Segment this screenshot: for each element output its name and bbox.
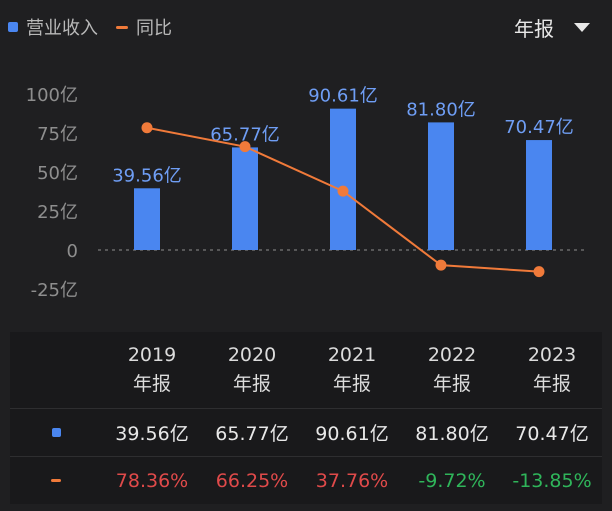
- header-year: 2022: [427, 344, 477, 366]
- bar-2019: [134, 188, 160, 250]
- y-tick-label: 50亿: [37, 163, 78, 184]
- y-tick-label: 75亿: [37, 124, 78, 145]
- header-year: 2021: [327, 344, 377, 366]
- yoy-cell: -9.72%: [418, 469, 486, 492]
- revenue-swatch-icon: [51, 428, 61, 437]
- header-year: 2020: [227, 344, 277, 366]
- yoy-point-2022: [435, 259, 447, 271]
- table-row-revenue: 39.56亿 65.77亿 90.61亿 81.80亿 70.47亿: [10, 409, 602, 457]
- yoy-cell: 78.36%: [115, 469, 189, 492]
- legend-yoy[interactable]: 同比: [116, 14, 172, 40]
- legend-bar-swatch: [8, 22, 18, 32]
- period-dropdown-value: 年报: [514, 16, 554, 41]
- header-period: 年报: [332, 373, 371, 395]
- y-tick-label: -25亿: [31, 280, 78, 301]
- legend-line-swatch: [116, 25, 128, 29]
- revenue-cell: 39.56亿: [115, 423, 189, 445]
- revenue-key-cell: [10, 428, 102, 437]
- yoy-swatch-icon: [51, 479, 61, 482]
- revenue-cell: 81.80亿: [415, 423, 489, 445]
- bar-2021: [330, 108, 356, 250]
- data-table: 2019 年报 2020 年报 2021 年报 2022 年报 2023 年报 39.56…: [10, 332, 602, 504]
- legend-revenue[interactable]: 营业收入: [8, 14, 98, 40]
- table-header-2020: 2020 年报: [202, 341, 302, 399]
- table-header-2023: 2023 年报: [502, 341, 602, 399]
- revenue-chart: 100亿 75亿 50亿 25亿 0 -25亿 39.56亿 65.77亿 90.61亿 81.8…: [26, 85, 588, 301]
- yoy-cell: 66.25%: [215, 469, 289, 492]
- table-header-2019: 2019 年报: [102, 341, 202, 399]
- yoy-cell: 37.76%: [315, 469, 389, 492]
- yoy-point-2021: [337, 185, 349, 197]
- yoy-key-cell: [10, 479, 102, 482]
- yoy-cell: -13.85%: [512, 469, 592, 492]
- y-tick-label: 0: [67, 241, 78, 262]
- yoy-point-2020: [239, 141, 251, 153]
- bar-2020: [232, 147, 258, 250]
- bar-2022: [428, 122, 454, 250]
- bar-label-2021: 90.61亿: [308, 86, 378, 107]
- bar-label-2023: 70.47亿: [504, 117, 574, 138]
- header-year: 2019: [127, 344, 177, 366]
- header-year: 2023: [527, 344, 577, 366]
- header-period: 年报: [432, 373, 471, 395]
- header-period: 年报: [132, 373, 171, 395]
- bar-label-2020: 65.77亿: [210, 124, 280, 145]
- yoy-point-2019: [141, 122, 153, 134]
- bar-label-2019: 39.56亿: [112, 165, 182, 186]
- chart-legend: 营业收入 同比: [8, 14, 190, 40]
- legend-revenue-label: 营业收入: [26, 18, 98, 39]
- revenue-cell: 65.77亿: [215, 423, 289, 445]
- bar-label-2022: 81.80亿: [406, 99, 476, 120]
- legend-yoy-label: 同比: [136, 18, 172, 39]
- yoy-point-2023: [533, 266, 545, 278]
- revenue-cell: 70.47亿: [515, 423, 589, 445]
- table-row-yoy: 78.36% 66.25% 37.76% -9.72% -13.85%: [10, 457, 602, 504]
- bar-2023: [526, 140, 552, 250]
- y-tick-label: 25亿: [37, 202, 78, 223]
- y-tick-label: 100亿: [26, 85, 78, 106]
- table-header-2022: 2022 年报: [402, 341, 502, 399]
- period-dropdown[interactable]: 年报: [514, 12, 590, 42]
- header-period: 年报: [232, 373, 271, 395]
- chevron-down-icon: [574, 22, 590, 32]
- table-header-2021: 2021 年报: [302, 341, 402, 399]
- table-header-row: 2019 年报 2020 年报 2021 年报 2022 年报 2023 年报: [10, 332, 602, 409]
- revenue-cell: 90.61亿: [315, 423, 389, 445]
- header-period: 年报: [532, 373, 571, 395]
